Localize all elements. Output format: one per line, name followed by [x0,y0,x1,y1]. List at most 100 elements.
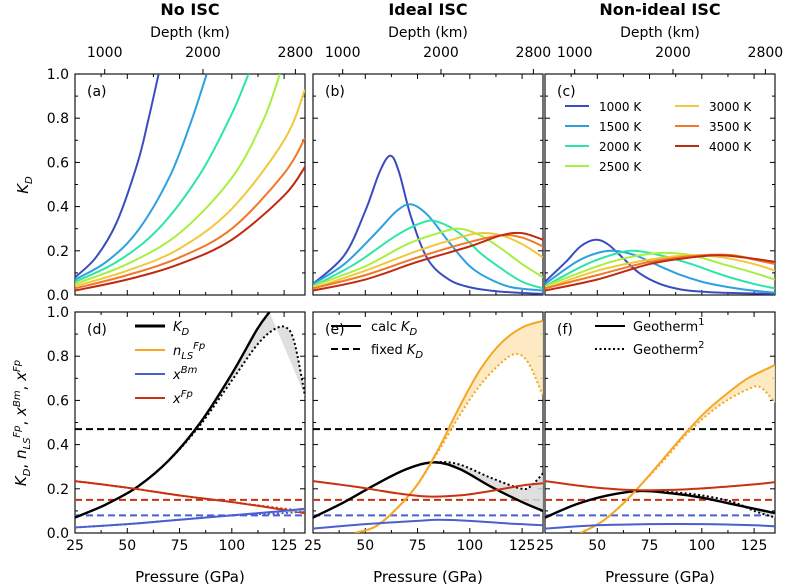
legend-label: 1000 K [599,100,642,114]
series-line-2500K [313,227,543,288]
plot-area [313,154,543,295]
geotherm-envelope [354,320,543,533]
series-line-3500K [313,234,543,290]
series-line-2500K [545,251,775,288]
geotherm2-line [75,509,305,529]
y-tick-label: 1.0 [47,67,69,83]
geotherm1-line [354,319,543,533]
series-line-1500K [313,203,543,292]
x-axis-label: Pressure (GPa) [605,568,715,586]
bottom-row-ylabel: KD, nLSFp, xBm, xFp [12,360,33,486]
series-line-2000K [545,249,775,290]
depth-tick-label: 2800 [748,45,784,61]
y-tick-label: 0.6 [47,393,69,409]
panel-label: (a) [87,84,107,100]
x-tick-label: 125 [509,538,536,554]
geotherm2-line [580,385,775,533]
legend-label: KD [173,320,190,338]
series-line-4000K [75,166,305,292]
geotherm2-line [354,352,543,533]
y-tick-label: 0.0 [47,288,69,304]
plot-area [75,312,305,529]
series-line-3500K [75,137,305,290]
legend-label: 3500 K [709,120,752,134]
panel-label: (d) [87,322,107,338]
geotherm-envelope [580,365,775,533]
geotherm1-line [313,480,543,498]
y-tick-label: 0.8 [47,349,69,365]
series-line-1500K [545,249,775,294]
legend-label: fixed KD [371,343,423,361]
geotherm2-line [75,325,305,519]
panel-3: 0.0 0.2 0.4 0.6 0.8 1.0 25 50 75 100 125 Pressure (… [47,305,306,586]
legend-label: Geotherm2 [633,340,705,358]
legend-label: 4000 K [709,140,752,154]
y-tick-label: 0.6 [47,155,69,171]
series-line-2500K [75,74,281,285]
x-tick-label: 75 [641,538,659,554]
geotherm1-line [545,480,775,492]
column-title: Ideal ISC [388,0,467,19]
geotherm1-line [75,312,271,519]
x-tick-label: 25 [536,538,554,554]
panel-label: (b) [325,84,345,100]
depth-tick-label: 1000 [557,45,593,61]
plot-area [75,74,305,292]
legend-label: 2000 K [599,140,642,154]
x-tick-label: 25 [304,538,322,554]
depth-tick-label: 1000 [325,45,361,61]
x-tick-label: 75 [171,538,189,554]
depth-axis-label: Depth (km) [388,25,468,41]
y-tick-label: 0.4 [47,438,69,454]
depth-axis-label: Depth (km) [150,25,230,41]
legend-label: 1500 K [599,120,642,134]
x-tick-label: 100 [456,538,483,554]
x-tick-label: 50 [356,538,374,554]
depth-tick-label: 2000 [655,45,691,61]
geotherm2-line [75,480,305,512]
legend-label: xFp [172,389,193,407]
geotherm1-line [313,518,543,530]
panel-2: (c) [544,73,776,296]
panel-5: 25 50 75 100 125 Pressure (GPa) (f) [536,311,776,586]
geotherm1-line [75,480,305,515]
plot-area [545,238,775,295]
panel-1: (b) [312,73,544,296]
x-tick-label: 75 [409,538,427,554]
x-tick-label: 50 [118,538,136,554]
series-line-4000K [545,254,775,292]
geotherm-envelope [313,461,543,518]
top-row-ylabel: KD [14,176,35,194]
y-tick-label: 0.2 [47,244,69,260]
series-line-2000K [75,74,250,283]
column-title: No ISC [160,0,219,19]
panel-label: (f) [557,322,573,338]
x-axis-label: Pressure (GPa) [135,568,245,586]
legend-label: xBm [172,365,198,383]
depth-tick-label: 2800 [516,45,552,61]
depth-tick-label: 2800 [278,45,314,61]
depth-tick-label: 2000 [423,45,459,61]
series-line-1500K [75,74,208,281]
y-tick-label: 1.0 [47,305,69,321]
geotherm-envelope [75,312,305,518]
plot-area [313,319,543,533]
y-tick-label: 0.4 [47,200,69,216]
x-tick-label: 100 [688,538,715,554]
geotherm1-line [75,507,305,529]
depth-tick-label: 1000 [87,45,123,61]
x-tick-label: 100 [218,538,245,554]
series-line-1000K [75,74,160,279]
x-tick-label: 25 [66,538,84,554]
x-axis-label: Pressure (GPa) [373,568,483,586]
panel-0: 0.0 0.2 0.4 0.6 0.8 1.0 (a) [47,67,306,304]
panel-label: (e) [325,322,345,338]
legend-label: nLSFp [173,341,205,362]
depth-tick-label: 2000 [185,45,221,61]
x-tick-label: 50 [588,538,606,554]
y-tick-label: 0.0 [47,526,69,542]
legend-label: calc KD [371,320,418,338]
y-tick-label: 0.2 [47,482,69,498]
series-line-4000K [313,231,543,292]
